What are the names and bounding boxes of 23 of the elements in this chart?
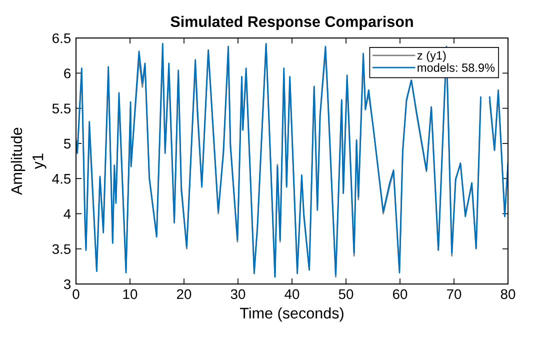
y-tick-label: 4 (64, 209, 71, 219)
text: Amplitude (10, 128, 26, 195)
x-tick-label: 60 (392, 289, 408, 300)
y-tick-label: 6 (64, 68, 71, 78)
y-tick-label: 3 (64, 279, 71, 290)
x-tick-label: 40 (284, 289, 300, 300)
y-tick-label: 5 (64, 138, 71, 149)
x-tick-label: 20 (176, 289, 192, 300)
y-tick-label: 5.5 (52, 104, 71, 114)
x-tick-label: 70 (446, 289, 462, 300)
x-tick-label: 50 (338, 289, 354, 300)
x-tick-label: 80 (500, 289, 516, 300)
y-tick-label: 3.5 (52, 244, 71, 254)
chart-title: Simulated Response Comparison (170, 16, 413, 30)
x-tick-label: 30 (230, 289, 246, 300)
legend-label: z (y1) (417, 50, 446, 62)
x-tick-label: 10 (123, 289, 138, 300)
x-axis-title: Time (seconds) (240, 307, 344, 322)
y-tick-label: 4.5 (52, 174, 71, 184)
legend-label: models: 58.9% (418, 63, 495, 72)
x-tick-label: 0 (72, 289, 80, 300)
y-axis-title: y1 (32, 154, 46, 170)
y-tick-label: 6.5 (52, 33, 71, 44)
